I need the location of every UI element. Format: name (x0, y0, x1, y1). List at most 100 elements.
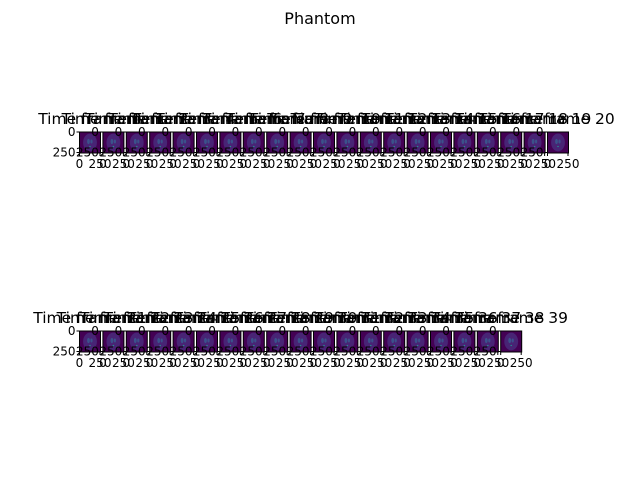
phantom-inner-left (438, 138, 441, 145)
panel-title: Time frame 29 (219, 309, 333, 327)
ytick-label: 0 (512, 125, 520, 139)
xtick-label: 0 (497, 356, 505, 370)
phantom-inner-right (301, 139, 304, 144)
phantom-inner-right (441, 338, 444, 343)
ytick-label: 0 (161, 324, 169, 338)
panel-axes-frame (102, 330, 125, 353)
figure-title: Phantom (284, 9, 355, 28)
xtick-label: 250 (393, 157, 416, 171)
panel-title: Time frame 33 (313, 309, 427, 327)
phantom-inner-left (367, 138, 371, 145)
phantom-dot (253, 145, 255, 148)
panel-title: Time frame 18 (453, 110, 567, 128)
ytick-label: 0 (278, 324, 286, 338)
phantom-ellipse (480, 133, 495, 152)
ytick-label: 0 (489, 125, 497, 139)
ytick-label: 250 (99, 345, 122, 359)
panel-axes-frame (313, 330, 335, 353)
panel-title: Time frame 34 (336, 309, 450, 327)
panel-title: Time frame 24 (102, 309, 216, 327)
phantom-inner-right (90, 139, 93, 144)
phantom-dot (416, 344, 419, 347)
phantom-ellipse (457, 133, 472, 152)
xtick-label: 0 (403, 356, 411, 370)
xtick-label: 0 (497, 157, 505, 171)
phantom-inner-left (531, 138, 535, 145)
xtick-label: 250 (510, 157, 533, 171)
panel-axes-frame (79, 330, 101, 353)
xtick-label: 0 (146, 157, 154, 171)
panel-title: Time frame 3 (107, 110, 212, 128)
ytick-label: 250 (310, 146, 333, 160)
xtick-label: 250 (369, 356, 392, 370)
phantom-dot (487, 344, 489, 347)
xtick-label: 0 (286, 157, 294, 171)
panel-axes-frame (383, 131, 406, 154)
xtick-label: 0 (169, 157, 177, 171)
phantom-inner-left (87, 138, 90, 145)
phantom-ellipse (317, 332, 331, 351)
xtick-label: 0 (427, 356, 435, 370)
xtick-label: 0 (239, 157, 247, 171)
phantom-inner-left (344, 337, 348, 344)
panel-title: Time frame 5 (154, 110, 259, 128)
phantom-inner-left (250, 138, 254, 145)
phantom-inner-right (254, 139, 257, 144)
ytick-label: 0 (349, 324, 357, 338)
panel-title: Time frame 12 (313, 110, 427, 128)
phantom-dot (346, 344, 349, 347)
xtick-label: 250 (159, 356, 182, 370)
panel-title: Time frame 14 (360, 110, 474, 128)
phantom-ellipse (176, 133, 191, 152)
phantom-inner-left (204, 138, 207, 145)
ytick-label: 0 (372, 125, 380, 139)
xtick-label: 250 (463, 157, 486, 171)
ytick-label: 0 (138, 125, 146, 139)
phantom-inner-right (230, 139, 233, 144)
ytick-label: 0 (208, 125, 216, 139)
phantom-inner-left (180, 337, 184, 344)
phantom-inner-left (508, 138, 512, 145)
panel-axes-frame (242, 330, 265, 353)
ytick-label: 0 (325, 324, 333, 338)
phantom-inner-right (137, 338, 140, 343)
xtick-label: 250 (486, 157, 509, 171)
phantom-dot (276, 344, 279, 347)
ytick-label: 250 (357, 345, 380, 359)
xtick-label: 0 (356, 356, 364, 370)
panel-axes-frame (102, 131, 125, 154)
phantom-inner-right (347, 338, 350, 343)
phantom-inner-right (371, 338, 374, 343)
panel-title: Time frame 23 (79, 309, 193, 327)
panel-axes-frame (359, 131, 382, 154)
xtick-label: 250 (323, 356, 346, 370)
panel-title: Time frame 17 (430, 110, 544, 128)
phantom-ellipse (83, 133, 97, 152)
ytick-label: 0 (68, 324, 76, 338)
ytick-label: 250 (450, 345, 473, 359)
ytick-label: 250 (333, 146, 356, 160)
xtick-label: 0 (450, 356, 458, 370)
phantom-ellipse (293, 332, 308, 351)
phantom-ellipse (246, 332, 261, 351)
panel-title: Time frame 32 (290, 309, 404, 327)
xtick-label: 250 (276, 356, 299, 370)
xtick-label: 250 (252, 356, 275, 370)
ytick-label: 0 (185, 324, 193, 338)
xtick-label: 0 (427, 157, 435, 171)
phantom-dot (557, 145, 559, 148)
xtick-label: 250 (135, 356, 158, 370)
phantom-ellipse (200, 133, 214, 152)
ytick-label: 250 (427, 345, 450, 359)
phantom-ellipse (106, 332, 121, 351)
panel-title: Time frame 16 (407, 110, 521, 128)
xtick-label: 250 (229, 157, 252, 171)
phantom-ellipse (387, 332, 402, 351)
phantom-ellipse (363, 332, 378, 351)
phantom-inner-right (277, 338, 280, 343)
phantom-inner-right (464, 139, 467, 144)
